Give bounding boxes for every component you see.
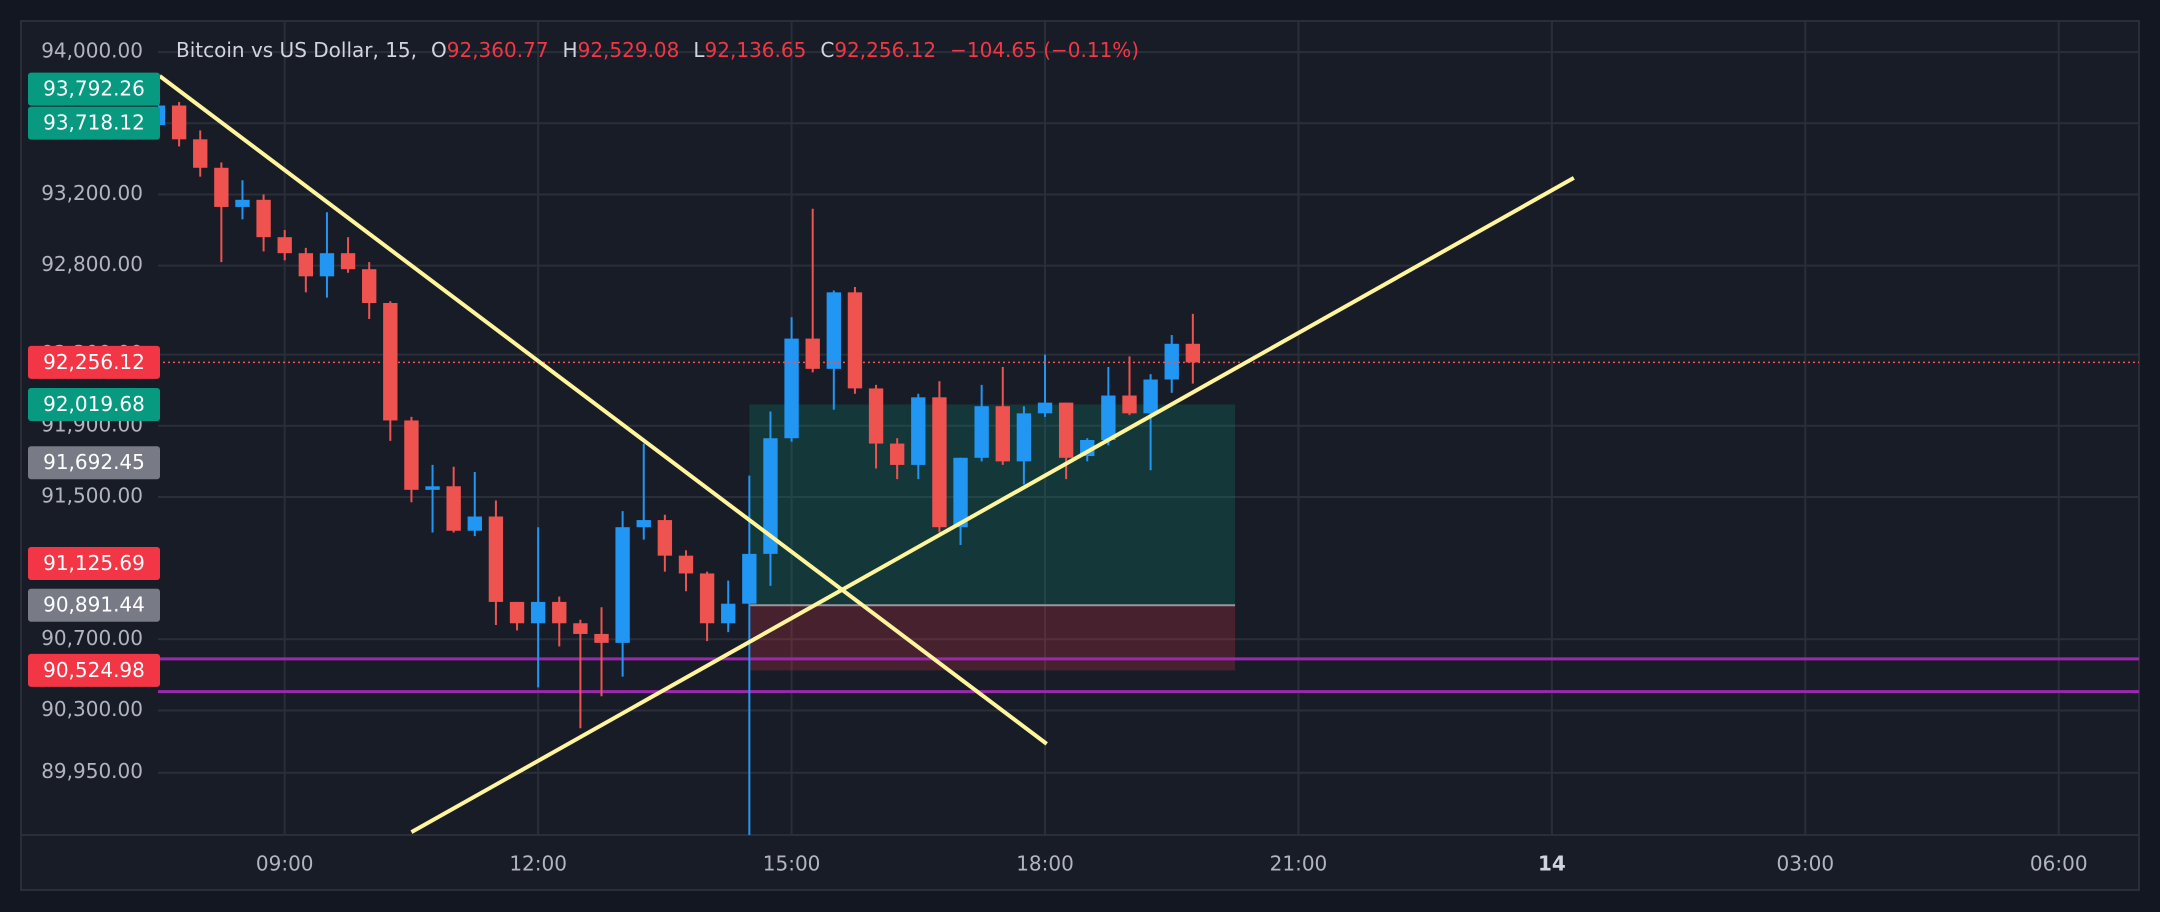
candle-body xyxy=(235,199,250,207)
candle-body xyxy=(256,199,271,238)
candle-body xyxy=(953,457,968,528)
price-tag xyxy=(28,345,160,379)
candle-body xyxy=(1122,395,1137,414)
x-tick-label: 12:00 xyxy=(509,852,567,876)
candle-body xyxy=(509,601,525,624)
price-tag xyxy=(28,446,160,480)
y-tick-label: 90,700.00 xyxy=(41,626,143,650)
ohlc-key: O xyxy=(431,38,447,62)
trend-line xyxy=(410,176,1575,834)
price-tag xyxy=(28,588,160,622)
y-tick-label: 93,200.00 xyxy=(41,181,143,205)
candle-body xyxy=(784,338,799,439)
candle-body xyxy=(826,292,842,369)
candle-body xyxy=(573,623,588,634)
ohlc-key: C xyxy=(820,38,834,62)
x-tick-label: 14 xyxy=(1538,852,1566,876)
candle-body xyxy=(615,527,630,643)
ohlc-value: 92,256.12 xyxy=(834,38,936,62)
candle-body xyxy=(805,338,820,369)
candle-body xyxy=(1101,395,1116,441)
price-tag xyxy=(28,72,160,106)
candle-body xyxy=(425,486,440,490)
grid xyxy=(158,21,2139,835)
x-tick-label: 18:00 xyxy=(1016,852,1074,876)
price-tag-label: 90,524.98 xyxy=(43,658,145,682)
candle-body xyxy=(319,253,335,277)
y-tick-label: 91,500.00 xyxy=(41,483,143,507)
x-tick-label: 09:00 xyxy=(256,852,314,876)
x-tick-label: 15:00 xyxy=(763,852,821,876)
price-tag-label: 91,692.45 xyxy=(43,450,145,474)
price-tag-label: 91,125.69 xyxy=(43,551,145,575)
candle-body xyxy=(530,601,546,624)
trend-line xyxy=(158,74,1048,746)
candle-body xyxy=(1016,413,1032,462)
price-tag xyxy=(28,387,160,421)
candle-body xyxy=(742,553,757,604)
candle-body xyxy=(636,520,651,528)
candle-body xyxy=(974,406,989,458)
candle-body xyxy=(193,139,208,168)
candle-body xyxy=(552,601,567,624)
candle-body xyxy=(678,555,694,574)
candle-body xyxy=(1037,402,1053,414)
ohlc-value: 92,529.08 xyxy=(578,38,680,62)
candle-body xyxy=(763,438,778,554)
candle-body xyxy=(594,633,609,643)
candle-body xyxy=(932,397,947,528)
price-tag-label: 93,792.26 xyxy=(43,77,145,101)
candle-body xyxy=(404,420,419,490)
candle-body xyxy=(995,406,1010,462)
candle-body xyxy=(277,237,292,254)
candle-body xyxy=(911,397,926,465)
candle-body xyxy=(383,303,398,421)
candle-body xyxy=(1143,379,1158,414)
price-tag-label: 92,019.68 xyxy=(43,392,145,416)
candle-body xyxy=(889,443,905,465)
candle-body xyxy=(657,520,673,556)
candle-body xyxy=(446,486,461,531)
candle-body xyxy=(699,573,715,624)
legend-header: Bitcoin vs US Dollar, 15, O92,360.77 H92,5… xyxy=(176,38,1139,62)
price-tag xyxy=(28,106,160,140)
candle-body xyxy=(158,105,166,126)
candle-body xyxy=(362,269,377,304)
price-tag-label: 93,718.12 xyxy=(43,111,145,135)
symbol-title: Bitcoin vs US Dollar, 15, xyxy=(176,38,417,62)
plot-area xyxy=(158,74,2139,835)
candle-body xyxy=(1164,343,1179,380)
y-tick-label: 90,300.00 xyxy=(41,697,143,721)
price-tag-label: 92,256.12 xyxy=(43,350,145,374)
candle-body xyxy=(847,292,863,389)
x-tick-label: 06:00 xyxy=(2030,852,2088,876)
candle-body xyxy=(298,253,314,277)
y-tick-label: 92,800.00 xyxy=(41,252,143,276)
price-change: −104.65 (−0.11%) xyxy=(950,38,1139,62)
price-tag xyxy=(28,653,160,687)
candle-body xyxy=(467,516,482,531)
price-tag xyxy=(28,547,160,581)
candle-body xyxy=(340,253,356,270)
ohlc-key: L xyxy=(693,38,705,62)
candle-body xyxy=(214,167,229,207)
candle-body xyxy=(1058,402,1074,458)
x-tick-label: 03:00 xyxy=(1776,852,1834,876)
candle-body xyxy=(488,516,504,602)
candle-body xyxy=(868,388,884,444)
axes: 94,000.0093,600.0093,200.0092,800.0092,3… xyxy=(28,39,2088,876)
ohlc-value: 92,136.65 xyxy=(705,38,807,62)
candle-body xyxy=(1185,343,1201,363)
price-tag-label: 90,891.44 xyxy=(43,593,145,617)
position-stop-zone xyxy=(749,605,1236,671)
y-tick-label: 89,950.00 xyxy=(41,759,143,783)
y-tick-label: 94,000.00 xyxy=(41,39,143,63)
ohlc-key: H xyxy=(563,38,578,62)
candle-body xyxy=(171,105,187,140)
candle-body xyxy=(721,603,736,624)
x-tick-label: 21:00 xyxy=(1270,852,1328,876)
ohlc-value: 92,360.77 xyxy=(447,38,549,62)
